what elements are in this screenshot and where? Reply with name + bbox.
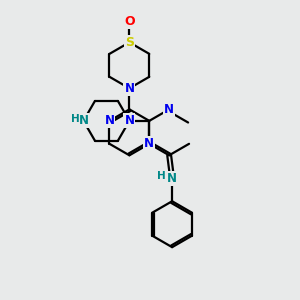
Text: H: H bbox=[71, 114, 80, 124]
Text: O: O bbox=[124, 15, 135, 28]
Text: N: N bbox=[164, 103, 174, 116]
Text: S: S bbox=[125, 36, 134, 49]
Text: N: N bbox=[167, 172, 177, 185]
Text: N: N bbox=[144, 137, 154, 150]
Text: H: H bbox=[158, 171, 166, 181]
Text: N: N bbox=[104, 114, 115, 127]
Text: N: N bbox=[144, 137, 154, 150]
Text: N: N bbox=[124, 114, 134, 127]
Text: N: N bbox=[124, 82, 134, 95]
Text: N: N bbox=[79, 114, 88, 127]
